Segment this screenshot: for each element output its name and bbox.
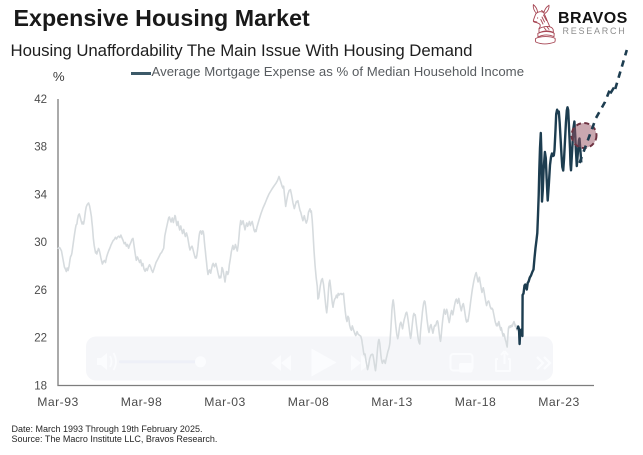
- svg-text:26: 26: [34, 285, 47, 297]
- svg-text:30: 30: [34, 237, 47, 249]
- svg-text:22: 22: [34, 333, 47, 345]
- svg-text:%: %: [53, 69, 65, 84]
- svg-text:42: 42: [34, 94, 47, 106]
- svg-text:34: 34: [34, 190, 47, 202]
- svg-text:38: 38: [34, 142, 47, 154]
- svg-text:Mar-13: Mar-13: [371, 395, 413, 409]
- svg-text:Mar-23: Mar-23: [538, 395, 580, 409]
- svg-text:Mar-93: Mar-93: [37, 395, 79, 409]
- svg-text:Mar-98: Mar-98: [121, 395, 163, 409]
- svg-text:Mar-18: Mar-18: [455, 395, 497, 409]
- svg-text:18: 18: [34, 381, 47, 393]
- svg-text:Mar-08: Mar-08: [288, 395, 330, 409]
- svg-text:Mar-03: Mar-03: [204, 395, 246, 409]
